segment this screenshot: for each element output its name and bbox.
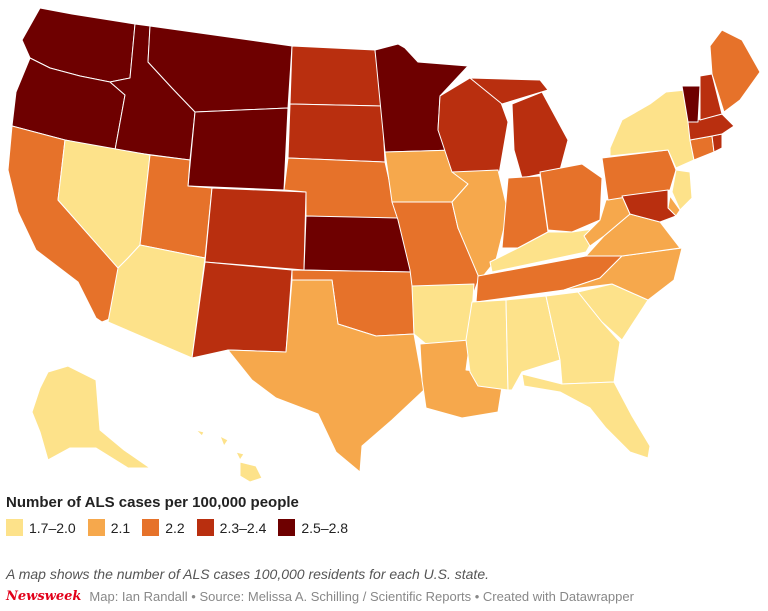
legend-label: 2.1 [110, 519, 131, 536]
legend-label: 2.5–2.8 [301, 519, 349, 536]
legend-label: 2.2 [165, 519, 185, 536]
legend-swatch [87, 519, 105, 536]
newsweek-logo[interactable]: Newsweek [6, 589, 82, 604]
legend-item: 2.3–2.4 [196, 519, 267, 536]
state-SD[interactable] [287, 103, 386, 163]
state-ME[interactable] [709, 29, 761, 113]
state-KY[interactable] [489, 227, 601, 273]
state-CO[interactable] [204, 187, 307, 271]
map-canvas [7, 7, 761, 483]
state-AR[interactable] [411, 283, 475, 345]
legend-swatch [6, 519, 23, 536]
state-SC[interactable] [577, 283, 649, 341]
credit-line: Map: Ian Randall • Source: Melissa A. Sc… [89, 589, 634, 604]
legend-label: 1.7–2.0 [29, 519, 76, 536]
footer: Newsweek Map: Ian Randall • Source: Meli… [6, 589, 634, 604]
state-NM[interactable] [191, 261, 293, 359]
state-MS[interactable] [465, 299, 509, 391]
state-VT[interactable] [681, 85, 701, 123]
state-WY[interactable] [187, 107, 289, 191]
state-FL[interactable] [521, 373, 651, 459]
legend-swatch [142, 519, 160, 536]
map-caption: A map shows the number of ALS cases 100,… [6, 566, 489, 582]
legend-swatch [196, 519, 214, 536]
state-OH[interactable] [539, 163, 603, 233]
legend-item: 2.2 [142, 519, 185, 536]
legend-item: 2.5–2.8 [278, 519, 348, 536]
state-MD[interactable] [621, 189, 677, 223]
legend-title: Number of ALS cases per 100,000 people [6, 494, 299, 511]
legend-label: 2.3–2.4 [219, 519, 267, 536]
legend: 1.7–2.0 2.1 2.2 2.3–2.4 2.5–2.8 [6, 519, 360, 536]
state-KS[interactable] [303, 215, 413, 273]
legend-item: 1.7–2.0 [6, 519, 76, 536]
state-NC[interactable] [563, 247, 683, 301]
state-RI[interactable] [711, 133, 723, 153]
state-TX[interactable] [227, 279, 425, 473]
state-NJ[interactable] [671, 169, 693, 211]
us-choropleth-map [7, 7, 761, 483]
state-HI[interactable] [195, 429, 263, 483]
legend-item: 2.1 [87, 519, 131, 536]
state-NH[interactable] [699, 73, 723, 121]
legend-swatch [278, 519, 296, 536]
state-ND[interactable] [289, 45, 383, 107]
state-AK[interactable] [31, 365, 151, 469]
